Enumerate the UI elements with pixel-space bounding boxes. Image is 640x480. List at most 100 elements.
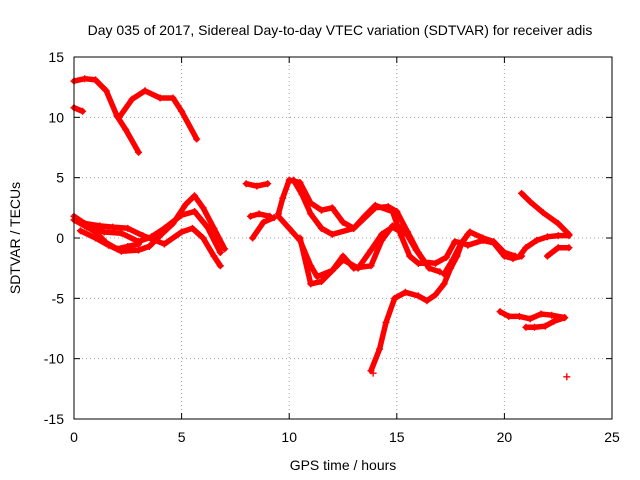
y-tick-label: 0 (56, 230, 64, 246)
data-point (466, 228, 474, 236)
data-point (210, 224, 218, 232)
data-point (193, 135, 201, 143)
data-point (367, 262, 375, 270)
data-point (554, 232, 562, 240)
data-point (100, 228, 108, 236)
series-layer (70, 75, 573, 381)
data-point (124, 242, 132, 250)
data-point (124, 224, 132, 232)
data-point (141, 87, 149, 95)
data-point (160, 240, 168, 248)
data-point (533, 236, 541, 244)
series-arc-o (515, 232, 573, 260)
data-point (246, 212, 254, 220)
data-point (178, 228, 186, 236)
data-point (249, 234, 257, 242)
series-arc-n (518, 189, 573, 238)
series-arc-top-1 (70, 75, 143, 156)
grid-layer (74, 57, 612, 419)
data-point (117, 229, 125, 237)
data-point (423, 297, 431, 305)
data-point (317, 277, 325, 285)
data-point (384, 203, 392, 211)
data-point (421, 258, 429, 266)
data-point (188, 224, 196, 232)
data-point (457, 239, 465, 247)
data-point (307, 280, 315, 288)
data-point (440, 270, 448, 278)
series-trace (275, 213, 525, 280)
data-point (490, 238, 498, 246)
x-tick-label: 0 (70, 429, 78, 445)
data-point (541, 322, 549, 330)
y-tick-label: 15 (48, 49, 64, 65)
data-point (425, 264, 433, 272)
data-point (449, 256, 457, 264)
chart-title: Day 035 of 2017, Sidereal Day-to-day VTE… (88, 22, 593, 38)
data-point (561, 314, 569, 322)
data-point (464, 241, 472, 249)
data-point (479, 234, 487, 242)
data-point (199, 204, 207, 212)
data-point (554, 220, 562, 228)
data-point (539, 209, 547, 217)
data-point (253, 182, 261, 190)
series-arc-g (249, 213, 278, 242)
data-point (317, 206, 325, 214)
data-point (191, 192, 199, 200)
data-point (406, 252, 414, 260)
series-arc-top-2 (115, 87, 201, 143)
data-point (135, 148, 143, 156)
data-point (298, 191, 306, 199)
series-trace (518, 190, 572, 238)
y-tick-label: -10 (44, 351, 64, 367)
series-trace (441, 229, 518, 277)
series-arc-r (522, 314, 569, 331)
data-point (401, 288, 409, 296)
data-point (369, 369, 377, 377)
data-point (290, 176, 298, 184)
data-point (147, 233, 155, 241)
data-point (414, 292, 422, 300)
data-point (307, 210, 315, 218)
data-point (122, 125, 130, 133)
data-point (367, 246, 375, 254)
data-point (376, 345, 384, 353)
data-point (203, 223, 211, 231)
data-point (79, 107, 87, 115)
data-point (432, 291, 440, 299)
data-point (92, 228, 100, 236)
data-point (135, 246, 143, 254)
data-point (432, 259, 440, 267)
data-point (221, 245, 229, 253)
data-point (76, 227, 84, 235)
data-point (522, 323, 530, 331)
data-point (296, 234, 304, 242)
data-point (115, 113, 123, 121)
data-point (182, 200, 190, 208)
data-point (543, 233, 551, 241)
data-point (412, 246, 420, 254)
x-axis-label: GPS time / hours (290, 457, 397, 473)
data-point (371, 204, 379, 212)
data-point (113, 245, 121, 253)
data-point (505, 312, 513, 320)
data-point (81, 222, 89, 230)
series-arc-s (369, 369, 377, 377)
data-point (382, 318, 390, 326)
data-point (554, 244, 562, 252)
x-tick-label: 10 (281, 429, 297, 445)
data-point (128, 95, 136, 103)
data-point (339, 218, 347, 226)
x-tick-label: 15 (389, 429, 405, 445)
data-point (169, 220, 177, 228)
y-axis-label: SDTVAR / TECUs (7, 182, 23, 294)
data-point (81, 75, 89, 83)
series-arc-q (496, 308, 569, 323)
data-point (191, 207, 199, 215)
data-point (285, 224, 293, 232)
data-point (92, 76, 100, 84)
data-point (216, 262, 224, 270)
data-point (156, 94, 164, 102)
